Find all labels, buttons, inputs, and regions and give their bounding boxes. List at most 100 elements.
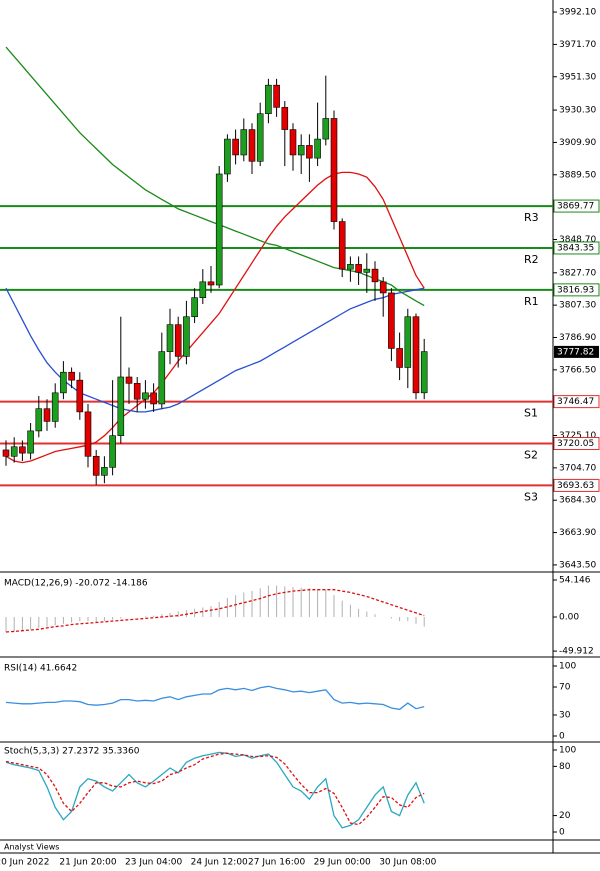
y-tick-label: 3807.30	[559, 301, 596, 311]
indicator-line	[5, 751, 425, 829]
candle-body	[125, 376, 133, 384]
candle-body	[371, 268, 379, 283]
level-tag-label: 3816.93	[557, 285, 594, 295]
candle-body	[289, 129, 297, 156]
candle-body	[215, 173, 223, 286]
level-tag	[553, 199, 600, 213]
level-tag	[553, 437, 600, 451]
candle-body	[84, 411, 92, 457]
level-name: S1	[524, 407, 538, 420]
level-tag	[553, 478, 600, 492]
candle-body	[355, 264, 362, 273]
candle-body	[330, 118, 338, 222]
candle-body	[256, 113, 264, 162]
candle-body	[281, 107, 289, 130]
indicator-title: Stoch(5,3,3) 27.2372 35.3360	[4, 747, 140, 757]
last-price-tag	[554, 345, 599, 358]
x-tick-label: 29 Jun 00:00	[314, 858, 371, 868]
indicator-line	[5, 685, 425, 711]
y-tick-label: 3827.70	[559, 268, 596, 278]
candle-body	[10, 446, 18, 457]
y-tick-label: 70	[559, 683, 571, 693]
y-tick-label: 0	[559, 827, 565, 837]
moving-average	[5, 46, 425, 307]
y-tick-label: 3951.30	[559, 72, 596, 82]
candle-body	[248, 129, 256, 162]
candle-body	[92, 455, 100, 476]
candle-body	[43, 408, 51, 422]
candle-body	[273, 84, 280, 108]
y-tick-label: 30	[559, 711, 571, 721]
level-tag	[553, 395, 600, 409]
candle-body	[265, 84, 272, 115]
y-tick-label: 3930.30	[559, 106, 596, 116]
candle-body	[19, 446, 26, 454]
candle-body	[240, 129, 248, 156]
level-tag	[553, 241, 600, 255]
x-tick-label: 20 Jun 2022	[0, 858, 49, 868]
candle-body	[101, 467, 108, 476]
y-tick-label: 0.00	[559, 613, 579, 623]
candle-body	[27, 430, 34, 454]
candle-body	[158, 351, 166, 405]
candle-body	[404, 316, 412, 368]
candle-body	[314, 138, 321, 159]
y-tick-label: 20	[559, 811, 571, 821]
footer-label: Analyst Views	[4, 843, 59, 852]
level-name: S2	[524, 449, 538, 462]
candle-body	[224, 138, 231, 175]
candle-body	[412, 316, 420, 394]
y-tick-label: 3766.50	[559, 365, 596, 375]
candle-body	[347, 264, 354, 270]
moving-average	[5, 287, 425, 413]
candle-body	[363, 268, 371, 273]
y-tick-label: 3725.10	[559, 431, 596, 441]
candle-body	[174, 324, 182, 357]
y-tick-label: 3663.90	[559, 528, 596, 538]
level-tag-label: 3720.05	[557, 439, 594, 449]
x-tick-label: 21 Jun 20:00	[59, 858, 116, 868]
x-tick-label: 30 Jun 08:00	[379, 858, 436, 868]
candle-body	[150, 392, 157, 405]
y-tick-label: 3684.30	[559, 496, 596, 506]
y-tick-label: 3992.10	[559, 8, 596, 18]
y-tick-label: 3848.70	[559, 235, 596, 245]
indicator-title: RSI(14) 41.6642	[4, 664, 77, 674]
candle-body	[60, 371, 67, 394]
indicator-title: MACD(12,26,9) -20.072 -14.186	[4, 579, 148, 589]
candle-body	[68, 371, 75, 381]
candle-body	[338, 221, 346, 270]
y-tick-label: 3909.90	[559, 138, 596, 148]
y-tick-label: 80	[559, 762, 571, 772]
level-name: R1	[524, 295, 539, 308]
x-tick-label: 27 Jun 16:00	[248, 858, 305, 868]
y-tick-label: 3971.70	[559, 40, 596, 50]
y-tick-label: 3889.50	[559, 170, 596, 180]
candle-body	[322, 118, 330, 140]
y-tick-label: 0	[559, 732, 565, 742]
candle-body	[133, 383, 141, 400]
moving-average	[5, 171, 425, 464]
candle-body	[166, 324, 174, 352]
y-tick-label: 100	[559, 745, 576, 755]
candle-body	[396, 348, 403, 368]
level-tag-label: 3869.77	[557, 202, 594, 212]
level-name: S3	[524, 490, 538, 503]
signal-line	[5, 589, 425, 633]
candle-body	[183, 316, 190, 357]
x-tick-label: 23 Jun 04:00	[125, 858, 182, 868]
level-name: R2	[524, 253, 539, 266]
candle-body	[35, 408, 43, 432]
candle-body	[191, 297, 198, 318]
y-tick-label: -49.912	[559, 647, 594, 657]
y-tick-label: 54.146	[559, 576, 591, 586]
candle-body	[207, 281, 215, 286]
candle-body	[2, 449, 10, 457]
candle-body	[420, 351, 428, 394]
level-name: R3	[524, 211, 539, 224]
y-tick-label: 3786.90	[559, 333, 596, 343]
candle-body	[388, 292, 395, 349]
candle-body	[379, 281, 387, 294]
candle-body	[51, 392, 59, 422]
